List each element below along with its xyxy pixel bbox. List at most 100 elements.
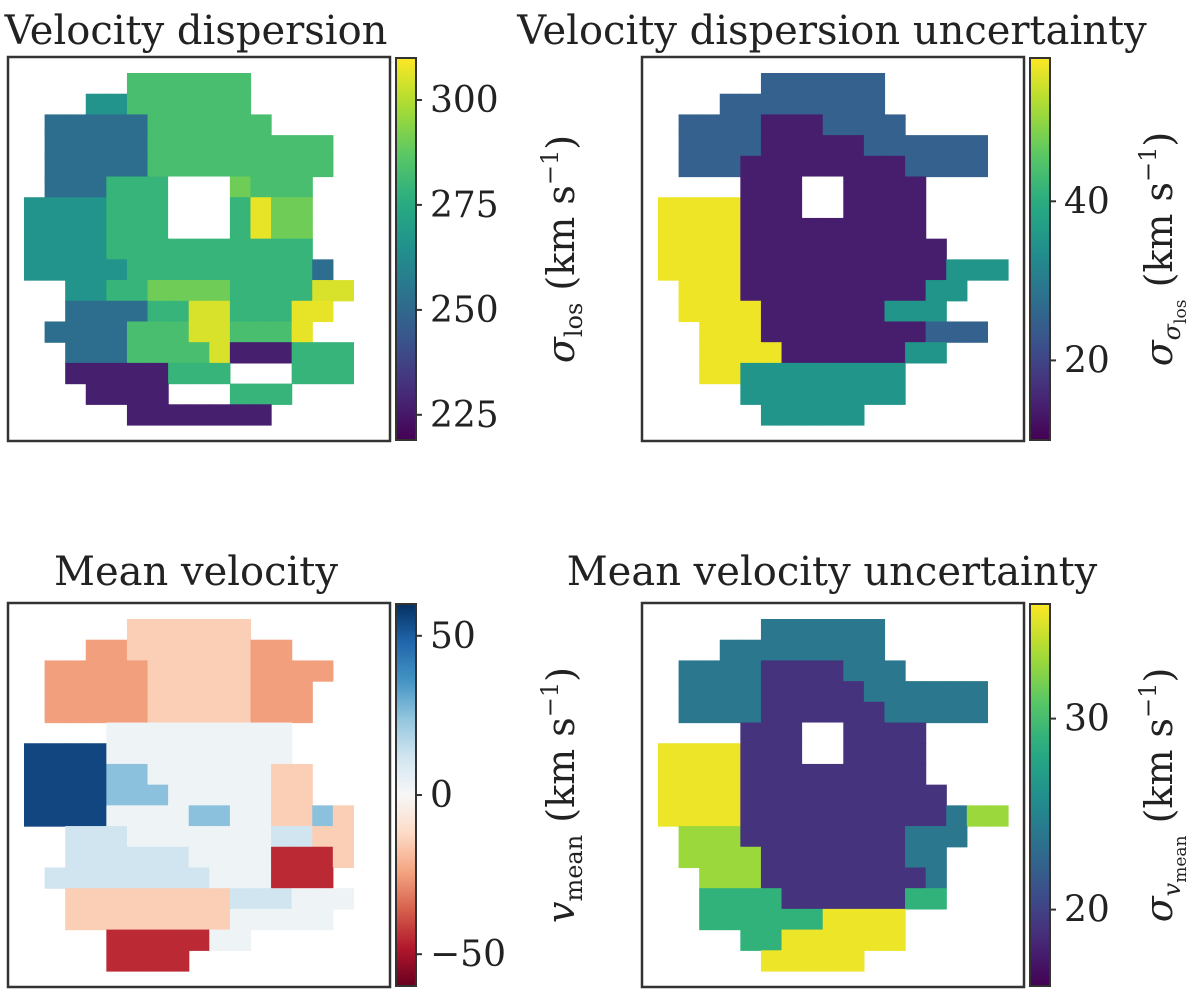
heatmap-cell xyxy=(658,217,680,240)
heatmap-cell xyxy=(802,784,824,806)
heatmap-cell xyxy=(719,300,741,323)
heatmap-cell xyxy=(106,639,128,662)
title-mean-velocity-uncertainty: Mean velocity uncertainty xyxy=(567,549,1098,595)
heatmap-cell xyxy=(781,321,803,343)
heatmap-cell xyxy=(271,135,293,157)
heatmap-cell xyxy=(699,826,721,848)
heatmap-cell xyxy=(65,321,87,343)
heatmap-cell xyxy=(884,176,906,198)
axes-frame xyxy=(640,601,1026,989)
heatmap-cell xyxy=(271,743,293,765)
heatmap-cell xyxy=(209,321,231,343)
heatmap-cell xyxy=(822,805,844,827)
heatmap-cell xyxy=(291,888,313,910)
heatmap-cell xyxy=(843,826,865,848)
heatmap-cell xyxy=(85,238,107,260)
heatmap-cell xyxy=(802,805,824,827)
heatmap-cell xyxy=(291,805,313,827)
heatmap-cell xyxy=(740,763,762,786)
heatmap-cell xyxy=(843,259,865,281)
heatmap-cell xyxy=(126,950,149,972)
heatmap-cell xyxy=(822,826,844,848)
heatmap-cell xyxy=(168,114,190,136)
heatmap-cell xyxy=(209,681,231,703)
heatmap-cell xyxy=(905,176,927,198)
heatmap-cell xyxy=(699,701,721,724)
heatmap-cell xyxy=(312,908,334,931)
heatmap-cell xyxy=(802,300,824,323)
heatmap-cell xyxy=(250,155,272,178)
heatmap-cell xyxy=(884,722,906,744)
heatmap-cell xyxy=(291,176,313,198)
heatmap-cell xyxy=(229,867,252,889)
heatmap-cell xyxy=(106,929,128,951)
colorbar-label: σσlos (km s−1) xyxy=(1134,132,1191,367)
heatmap-cell xyxy=(822,197,844,219)
heatmap-cell xyxy=(85,259,107,281)
heatmap-cell xyxy=(332,280,355,302)
heatmap-cell xyxy=(760,404,783,426)
heatmap-cell xyxy=(229,701,252,724)
heatmap-cell xyxy=(168,722,190,744)
heatmap-cell xyxy=(863,93,886,116)
heatmap-cell xyxy=(106,888,128,910)
heatmap-cell xyxy=(822,743,844,765)
heatmap-cell xyxy=(822,619,844,641)
heatmap-cell xyxy=(863,73,886,95)
heatmap-cell xyxy=(209,763,231,786)
heatmap-cell xyxy=(126,135,149,157)
heatmap-cell xyxy=(271,155,293,178)
heatmap-cell xyxy=(65,701,87,724)
heatmap-cell xyxy=(822,681,844,703)
heatmap-cell xyxy=(188,929,210,951)
panel-velocity-dispersion: Velocity dispersion 225 250 275 300 σlos (km… xyxy=(4,8,588,443)
heatmap-cell xyxy=(85,805,107,827)
heatmap-cell xyxy=(884,197,906,219)
heatmap-cell xyxy=(44,114,66,136)
heatmap-cell xyxy=(863,342,886,364)
heatmap-cell xyxy=(843,342,865,364)
heatmap-cell xyxy=(822,300,844,323)
heatmap-cell xyxy=(699,888,721,910)
heatmap-cell xyxy=(44,321,66,343)
heatmap-cell xyxy=(699,681,721,703)
heatmap-cell xyxy=(884,383,906,405)
heatmap-cell xyxy=(312,155,334,178)
heatmap-cell xyxy=(65,784,87,806)
colorbar-tick-label: 0 xyxy=(430,775,453,816)
heatmap-cell xyxy=(719,763,741,786)
heatmap-cell xyxy=(802,114,824,136)
heatmap-cell xyxy=(250,867,272,889)
heatmap-cell xyxy=(802,342,824,364)
heatmap-cell xyxy=(740,784,762,806)
heatmap-cell xyxy=(802,73,824,95)
heatmap-cell xyxy=(802,383,824,405)
heatmap-cell xyxy=(168,217,190,240)
heatmap-cell xyxy=(884,238,906,260)
heatmap-cell xyxy=(822,342,844,364)
heatmap-cell xyxy=(147,114,169,136)
heatmap-cell xyxy=(85,908,107,931)
heatmap-cell xyxy=(740,280,762,302)
heatmap-cell xyxy=(760,73,783,95)
heatmap-cell xyxy=(822,908,844,931)
heatmap-cell xyxy=(44,805,66,827)
heatmap-cell xyxy=(905,259,927,281)
heatmap-cell xyxy=(168,300,190,323)
heatmap-cell xyxy=(229,238,252,260)
heatmap-cell xyxy=(147,238,169,260)
heatmap-cell xyxy=(719,217,741,240)
heatmap-cell xyxy=(271,784,293,806)
heatmap-cell xyxy=(271,888,293,910)
heatmap-cell xyxy=(188,784,210,806)
heatmap-cell xyxy=(250,701,272,724)
heatmap-cell xyxy=(905,888,927,910)
heatmap-cell xyxy=(126,197,149,219)
heatmap-cell xyxy=(85,867,107,889)
heatmap-cell xyxy=(126,681,149,703)
heatmap-cell xyxy=(863,619,886,641)
heatmap-cell xyxy=(884,300,906,323)
heatmap-cell xyxy=(843,321,865,343)
heatmap-cell xyxy=(291,701,313,724)
heatmap-cell xyxy=(925,342,947,364)
